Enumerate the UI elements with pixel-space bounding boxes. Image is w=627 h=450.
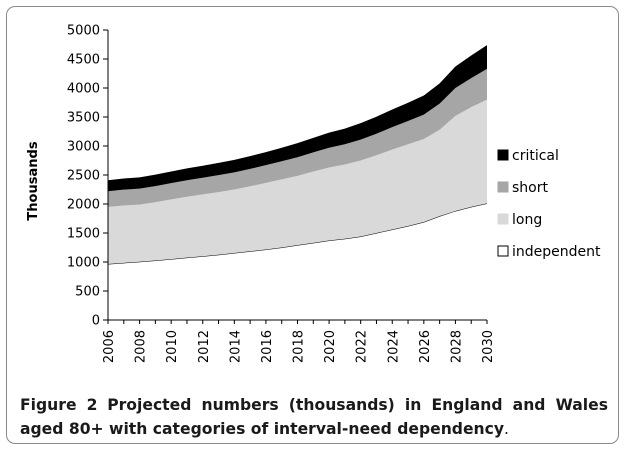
legend: critical short long independent bbox=[498, 148, 601, 260]
x-axis-ticks: 2006 2008 2010 2012 2014 2016 2018 2020 2022 2024… bbox=[102, 320, 496, 363]
y-tick-label: 4500 bbox=[67, 53, 100, 68]
y-axis-ticks: 0 500 1000 1500 2000 2500 3000 3500 4000 4500 5000 bbox=[67, 24, 108, 329]
x-tick-label: 2020 bbox=[323, 330, 338, 363]
legend-swatch-long bbox=[498, 214, 508, 224]
y-tick-label: 1000 bbox=[67, 256, 100, 271]
legend-swatch-independent bbox=[498, 246, 508, 256]
x-tick-label: 2030 bbox=[481, 330, 496, 363]
legend-label-independent: independent bbox=[512, 244, 601, 260]
x-tick-label: 2008 bbox=[134, 330, 149, 363]
y-tick-label: 3000 bbox=[67, 140, 100, 155]
y-axis-label: Thousands bbox=[26, 141, 41, 220]
area-layers bbox=[108, 45, 487, 320]
y-tick-label: 5000 bbox=[67, 24, 100, 39]
y-tick-label: 4000 bbox=[67, 82, 100, 97]
x-tick-label: 2022 bbox=[355, 330, 370, 363]
x-tick-label: 2028 bbox=[449, 330, 464, 363]
x-tick-label: 2018 bbox=[292, 330, 307, 363]
x-tick-label: 2024 bbox=[386, 330, 401, 363]
x-tick-label: 2016 bbox=[260, 330, 275, 363]
stacked-area-chart: 0 500 1000 1500 2000 2500 3000 3500 4000 4500 5000… bbox=[0, 0, 627, 390]
figure-caption: Figure 2 Projected numbers (thousands) i… bbox=[20, 393, 608, 441]
legend-label-short: short bbox=[512, 180, 548, 196]
y-tick-label: 1500 bbox=[67, 227, 100, 242]
legend-swatch-critical bbox=[498, 150, 508, 160]
legend-swatch-short bbox=[498, 182, 508, 192]
y-tick-label: 0 bbox=[92, 314, 100, 329]
caption-text: Projected numbers (thousands) in England… bbox=[20, 396, 608, 438]
x-tick-label: 2006 bbox=[102, 330, 117, 363]
x-tick-label: 2026 bbox=[418, 330, 433, 363]
x-tick-label: 2014 bbox=[228, 330, 243, 363]
legend-label-critical: critical bbox=[512, 148, 559, 164]
caption-label: Figure 2 bbox=[20, 396, 98, 414]
y-tick-label: 3500 bbox=[67, 111, 100, 126]
x-tick-label: 2010 bbox=[165, 330, 180, 363]
y-tick-label: 2500 bbox=[67, 169, 100, 184]
x-tick-label: 2012 bbox=[197, 330, 212, 363]
y-tick-label: 500 bbox=[75, 285, 100, 300]
caption-end: . bbox=[504, 420, 509, 438]
legend-label-long: long bbox=[512, 212, 542, 228]
y-tick-label: 2000 bbox=[67, 198, 100, 213]
